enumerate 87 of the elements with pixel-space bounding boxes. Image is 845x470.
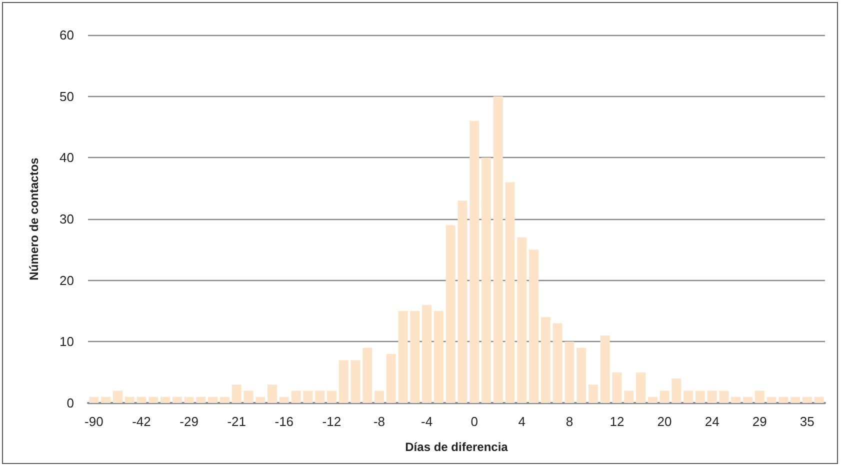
bar xyxy=(196,396,206,403)
bar xyxy=(279,396,289,403)
y-tick-label: 30 xyxy=(60,212,74,226)
x-tick-label: -21 xyxy=(227,414,246,429)
bar xyxy=(636,372,646,403)
x-tick-label: 35 xyxy=(800,414,814,429)
bar xyxy=(505,182,515,403)
bar xyxy=(672,378,682,403)
bar xyxy=(707,390,717,403)
x-tick-label: -8 xyxy=(373,414,386,429)
bar xyxy=(600,336,610,403)
bar xyxy=(136,396,146,403)
bar xyxy=(220,396,230,403)
bar xyxy=(410,311,420,403)
bar xyxy=(754,390,764,403)
bar xyxy=(778,396,788,403)
x-tick-label: -4 xyxy=(421,414,433,429)
bar xyxy=(89,396,99,403)
bar xyxy=(256,396,266,403)
bar xyxy=(374,390,384,403)
bar xyxy=(350,360,360,403)
bar xyxy=(160,396,170,403)
x-tick-label: 12 xyxy=(610,414,624,429)
bar xyxy=(540,317,550,403)
x-tick-label: -90 xyxy=(84,414,104,429)
x-axis-title: Días de diferencia xyxy=(405,440,508,454)
bar xyxy=(422,304,432,403)
x-tick-label: 29 xyxy=(752,414,767,429)
bar xyxy=(172,396,182,403)
bar xyxy=(684,390,694,403)
bar xyxy=(660,390,670,403)
bar xyxy=(458,200,468,403)
bar xyxy=(291,390,301,403)
bar xyxy=(564,342,574,403)
bar xyxy=(814,396,824,403)
bar xyxy=(446,225,456,403)
bar xyxy=(731,396,741,403)
y-tick-label: 10 xyxy=(60,334,74,350)
bar xyxy=(742,396,752,403)
bar xyxy=(386,354,396,403)
bar xyxy=(434,311,444,403)
bar xyxy=(588,384,598,403)
bar xyxy=(493,96,503,403)
bar xyxy=(529,250,539,403)
bar xyxy=(648,396,658,403)
x-tick-label: 20 xyxy=(657,414,672,429)
y-tick-label: 0 xyxy=(66,396,74,410)
x-tick-label: -29 xyxy=(180,414,198,429)
bar xyxy=(267,384,278,403)
bar xyxy=(315,390,325,403)
bar xyxy=(362,348,372,403)
x-tick-label: -42 xyxy=(132,414,151,429)
bar xyxy=(470,120,480,403)
bar xyxy=(184,396,194,403)
bar xyxy=(148,396,158,403)
bar xyxy=(552,323,562,403)
bar xyxy=(303,390,313,403)
bar xyxy=(790,396,800,403)
bar xyxy=(326,390,336,403)
x-tick-label: 4 xyxy=(518,414,526,429)
y-tick-label: 40 xyxy=(60,150,74,166)
bar xyxy=(481,158,491,403)
bar xyxy=(232,384,242,403)
x-tick-label: 24 xyxy=(704,414,720,429)
bar xyxy=(766,396,776,403)
bar xyxy=(101,396,111,403)
bar xyxy=(719,390,729,403)
bar xyxy=(802,396,812,403)
y-tick-label: 20 xyxy=(60,272,74,288)
x-tick-label: -16 xyxy=(274,414,294,429)
bar xyxy=(695,390,705,403)
bar xyxy=(612,372,622,403)
bar xyxy=(517,237,527,403)
bar xyxy=(124,396,134,403)
bar xyxy=(398,311,408,403)
bar xyxy=(208,396,218,403)
y-tick-label: 60 xyxy=(60,28,74,42)
bar xyxy=(576,348,586,403)
y-tick-label: 50 xyxy=(60,88,74,104)
x-tick-label: -12 xyxy=(322,414,342,429)
x-tick-label: 0 xyxy=(470,414,478,429)
bar xyxy=(624,390,634,403)
bar xyxy=(244,390,254,403)
y-axis-title: Número de contactos xyxy=(27,157,41,280)
x-tick-label: 8 xyxy=(566,414,574,429)
bar xyxy=(338,360,348,403)
bar xyxy=(112,390,122,403)
